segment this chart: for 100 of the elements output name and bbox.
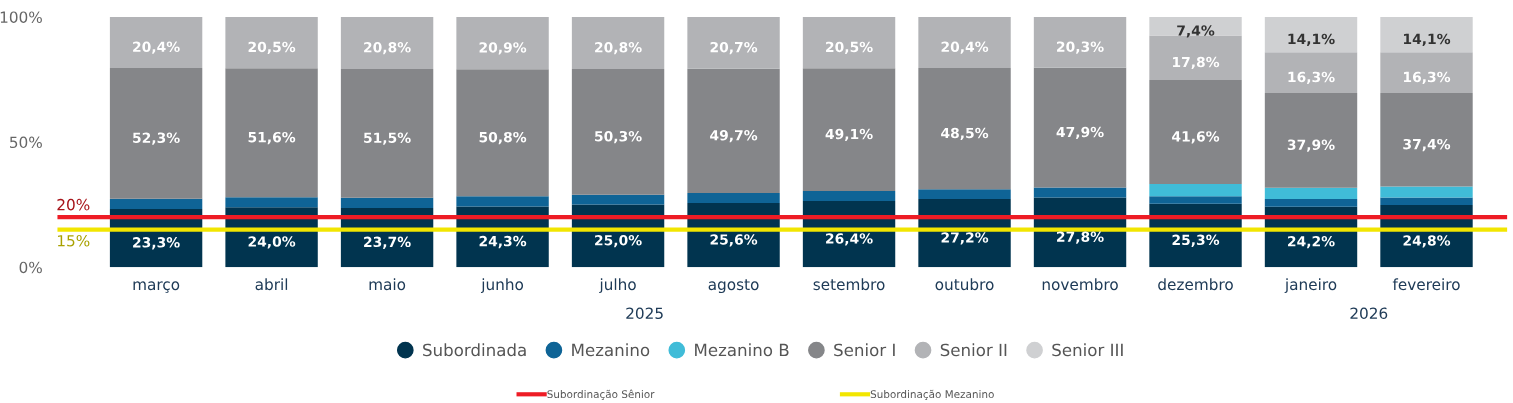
- data-label: 51,6%: [248, 131, 296, 145]
- legend-label: Subordinada: [423, 343, 526, 357]
- data-label: 24,3%: [479, 235, 527, 249]
- data-label: 26,4%: [826, 233, 873, 246]
- data-label: 50,3%: [595, 131, 642, 144]
- legend-label: Mezanino B: [695, 343, 789, 357]
- data-label: 14,1%: [1403, 33, 1451, 46]
- data-label: 7,4%: [1177, 25, 1215, 38]
- text: 2026: [1350, 307, 1388, 320]
- data-label: 50,8%: [479, 131, 527, 145]
- bar: [1380, 186, 1473, 198]
- data-label: 41,6%: [1172, 131, 1220, 144]
- data-label: 49,1%: [825, 128, 873, 142]
- x-tick-label: março: [133, 281, 180, 293]
- y-tick-label: 0%: [19, 261, 42, 274]
- x-tick-label: agosto: [708, 279, 759, 294]
- data-label: 20,8%: [595, 42, 642, 55]
- bar: [571, 194, 665, 205]
- bar: [225, 16, 318, 69]
- data-label: 37,4%: [1403, 138, 1451, 152]
- bar: [802, 16, 896, 69]
- data-label: 49,7%: [710, 130, 758, 143]
- bar: [456, 16, 549, 70]
- x-tick-label: outubro: [935, 278, 994, 291]
- bar: [1149, 184, 1242, 197]
- bar: [1380, 52, 1473, 94]
- annotation: 20%: [57, 198, 90, 211]
- bar: [1149, 196, 1242, 204]
- bar: [1380, 197, 1473, 206]
- bar: [918, 67, 1011, 190]
- bar: [1033, 16, 1127, 68]
- data-label: 20,5%: [248, 41, 296, 54]
- bar: [109, 16, 203, 68]
- bar: [340, 197, 434, 208]
- data-label: 25,0%: [595, 234, 642, 248]
- y-tick-label: 100%: [0, 11, 42, 23]
- y-tick-label: 50%: [10, 136, 42, 149]
- data-label: 20,8%: [364, 42, 411, 55]
- bar: [1033, 67, 1127, 188]
- bar: [225, 197, 318, 208]
- data-label: 23,7%: [364, 236, 411, 249]
- bar: [456, 69, 549, 197]
- bar: [1264, 187, 1358, 200]
- data-label: 16,3%: [1288, 71, 1335, 84]
- data-label: 25,3%: [1172, 234, 1220, 247]
- bar: [456, 196, 549, 207]
- bar: [802, 68, 896, 192]
- bar: [571, 16, 665, 69]
- x-tick-label: dezembro: [1158, 278, 1233, 291]
- data-label: 24,2%: [1288, 235, 1335, 249]
- data-label: 37,9%: [1287, 139, 1335, 152]
- bar: [571, 68, 665, 195]
- bar: [687, 16, 780, 69]
- legend-label: Senior I: [834, 343, 895, 357]
- x-tick-label: julho: [599, 278, 636, 294]
- data-label: 14,1%: [1288, 33, 1335, 46]
- text: 2025: [626, 307, 663, 320]
- bar: [1149, 79, 1242, 185]
- data-label: 20,4%: [133, 41, 180, 54]
- bar: [687, 193, 780, 204]
- bar: [109, 67, 203, 199]
- bar: [340, 16, 434, 69]
- bar: [1264, 16, 1358, 53]
- legend-label: Subordinação Mezanino: [870, 389, 994, 400]
- annotation: 15%: [57, 234, 90, 247]
- x-tick-label: novembro: [1042, 278, 1118, 291]
- bar: [802, 191, 896, 202]
- data-label: 24,8%: [1403, 235, 1451, 248]
- x-tick-label: junho: [480, 278, 524, 294]
- x-tick-label: abril: [255, 278, 288, 291]
- legend-label: Senior II: [940, 343, 1007, 357]
- bar: [918, 189, 1011, 200]
- legend-label: Mezanino: [572, 343, 650, 357]
- bar: [918, 16, 1011, 68]
- data-label: 16,3%: [1403, 71, 1451, 84]
- bar: [225, 68, 318, 198]
- data-label: 52,3%: [133, 132, 180, 145]
- data-label: 24,0%: [248, 236, 296, 249]
- data-label: 27,2%: [941, 232, 989, 245]
- data-label: 48,5%: [941, 127, 989, 141]
- data-label: 47,9%: [1056, 126, 1104, 140]
- x-tick-label: maio: [369, 278, 406, 291]
- data-label: 20,4%: [941, 41, 989, 54]
- data-label: 51,5%: [364, 132, 411, 145]
- x-tick-label: janeiro: [1284, 278, 1337, 294]
- data-label: 20,7%: [710, 41, 758, 55]
- bar: [1033, 187, 1127, 198]
- data-label: 20,5%: [826, 41, 873, 54]
- bar: [1380, 16, 1473, 53]
- data-label: 17,8%: [1173, 56, 1220, 70]
- legend-label: Senior III: [1052, 343, 1123, 357]
- legend-label: Subordinação Sênior: [547, 389, 655, 400]
- data-label: 20,9%: [479, 42, 527, 55]
- data-label: 20,3%: [1057, 41, 1104, 54]
- bar: [687, 68, 780, 194]
- bar: [1264, 93, 1358, 188]
- bar: [1264, 52, 1358, 94]
- bar: [340, 68, 434, 198]
- bar: [1264, 199, 1358, 207]
- data-label: 23,3%: [133, 237, 180, 250]
